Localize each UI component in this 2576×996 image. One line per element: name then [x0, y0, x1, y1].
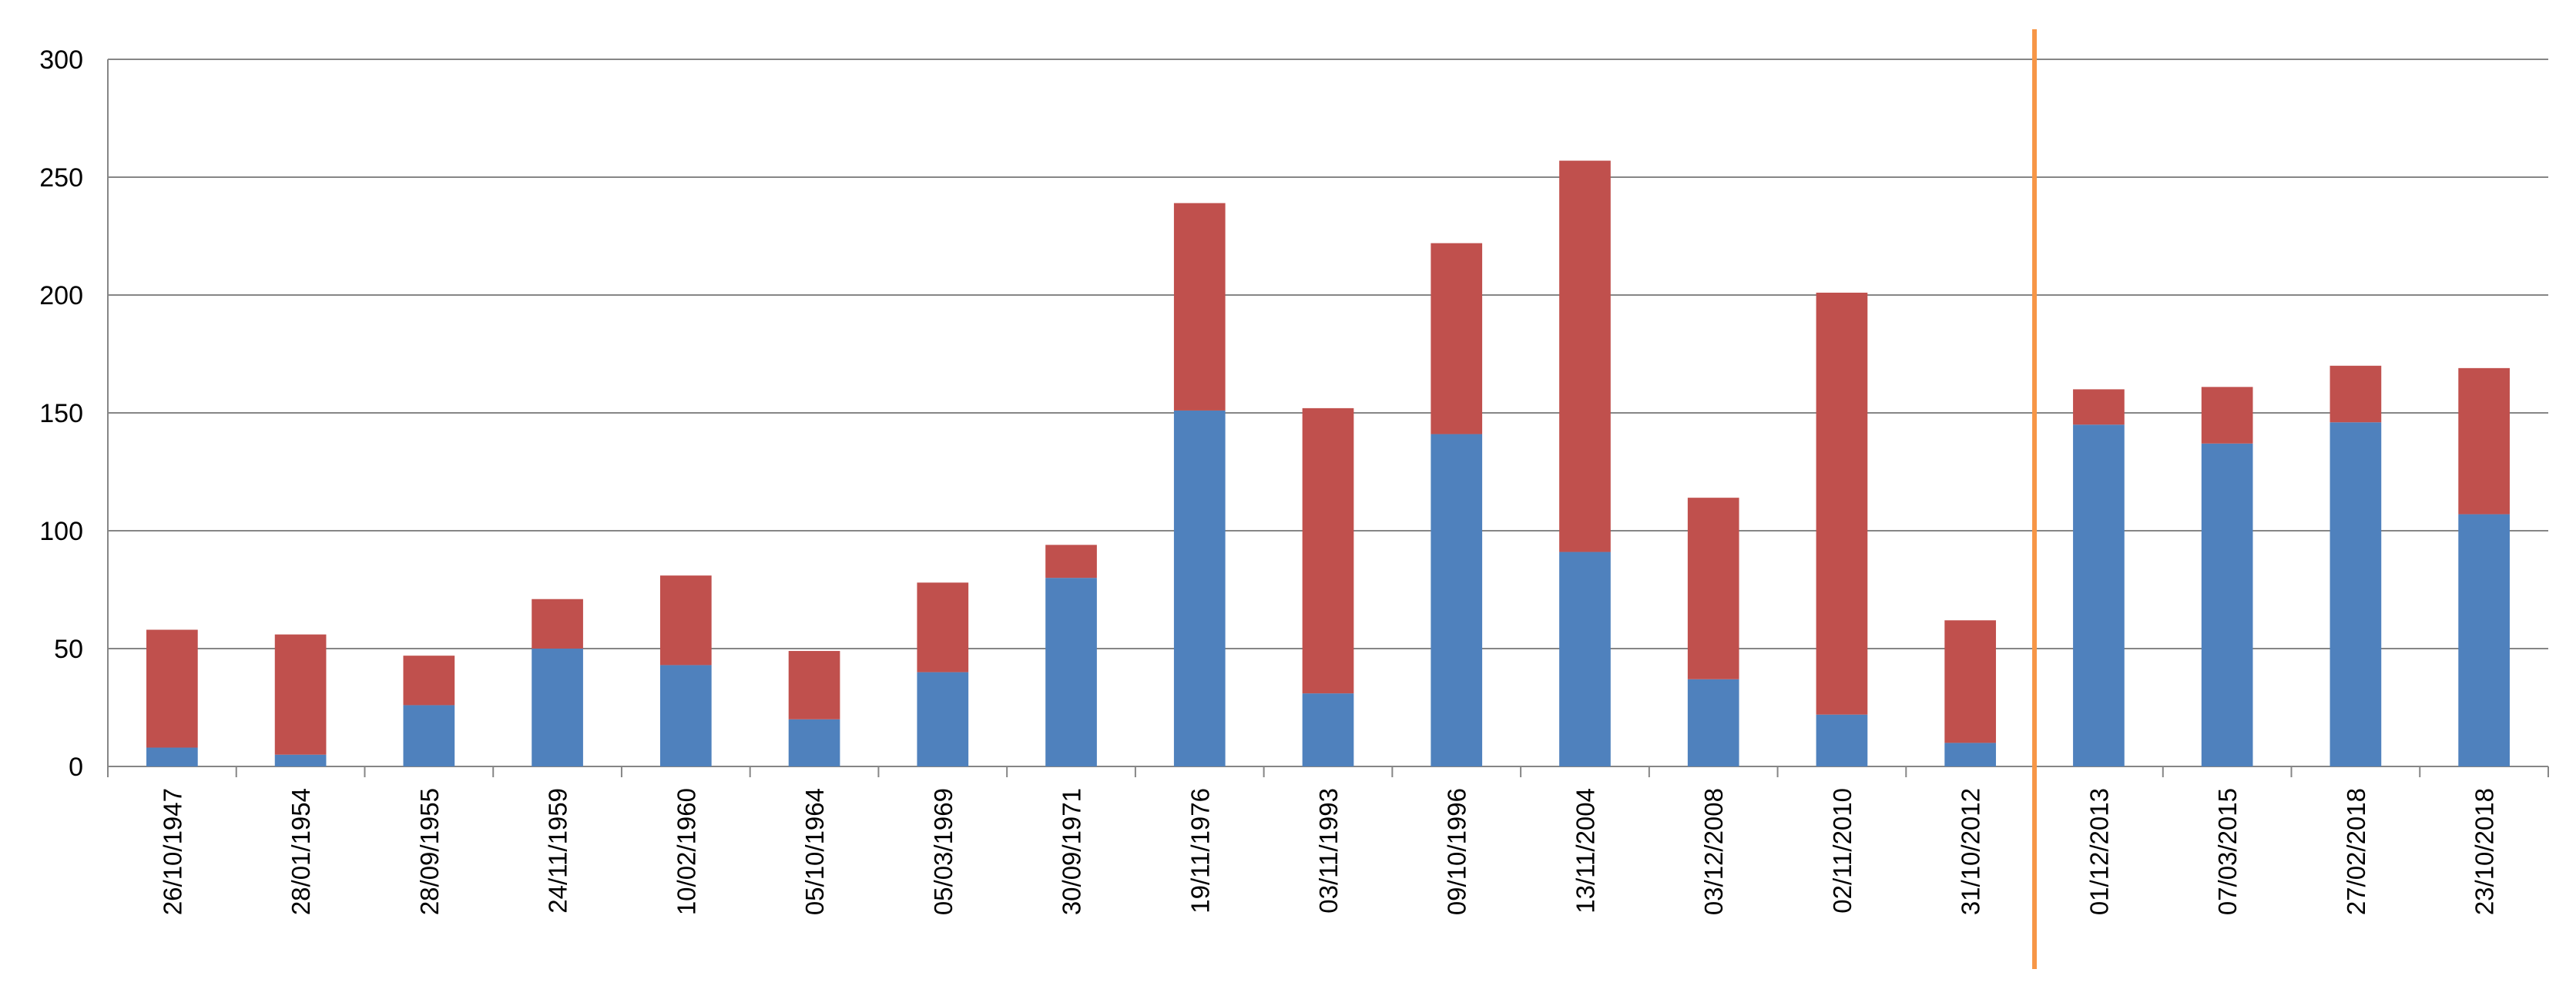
x-tick-label: 05/03/1969 [929, 788, 958, 915]
bar-segment-series2-27-02-2018 [2329, 365, 2382, 423]
x-tick-label: 19/11/1976 [1186, 788, 1214, 914]
bar-segment-series1-13-11-2004 [1559, 552, 1611, 766]
x-tick-label: 27/02/2018 [2342, 788, 2370, 915]
y-tick-label: 50 [54, 635, 83, 664]
tick-labels: 0 50 100 150 200 250 300 26/10/1947 28/01/1954 28… [39, 45, 2498, 915]
bar-segment-series2-01-12-2013 [2073, 389, 2125, 425]
bar-segment-series1-30-09-1971 [1045, 578, 1097, 766]
bar-segment-series2-02-11-2010 [1816, 292, 1868, 715]
bar-segment-series2-19-11-1976 [1173, 203, 1226, 411]
bar-segment-series1-31-10-2012 [1944, 743, 1997, 766]
bar-segment-series1-28-01-1954 [274, 754, 327, 766]
x-tick-label: 31/10/2012 [1957, 788, 1985, 915]
y-tick-label: 100 [39, 517, 83, 546]
bar-segment-series1-03-12-2008 [1687, 679, 1739, 766]
bar-segment-series1-07-03-2015 [2201, 443, 2253, 766]
bar-segment-series1-01-12-2013 [2073, 424, 2125, 766]
x-tick-label: 01/12/2013 [2085, 788, 2113, 915]
x-tick-label: 09/10/1996 [1443, 788, 1471, 915]
bar-segment-series1-27-02-2018 [2329, 422, 2382, 766]
bar-segment-series1-24-11-1959 [532, 649, 583, 766]
x-tick-label: 03/12/2008 [1699, 788, 1728, 915]
y-tick-label: 0 [69, 753, 83, 782]
bar-segment-series2-30-09-1971 [1045, 545, 1097, 578]
bar-segment-series2-03-12-2008 [1687, 498, 1739, 679]
bar-segment-series1-26-10-1947 [146, 747, 198, 766]
bar-segment-series1-10-02-1960 [659, 665, 712, 766]
bar-segment-series1-02-11-2010 [1816, 714, 1868, 766]
bar-segment-series1-05-03-1969 [917, 672, 969, 766]
bar-segment-series2-09-10-1996 [1431, 243, 1483, 434]
bar-segment-series1-23-10-2018 [2458, 514, 2510, 766]
bar-segment-series2-26-10-1947 [146, 629, 198, 748]
bar-segment-series1-28-09-1955 [403, 705, 455, 766]
y-tick-label: 150 [39, 399, 83, 428]
x-tick-label: 28/01/1954 [287, 788, 315, 915]
bar-segment-series2-28-09-1955 [403, 656, 455, 706]
y-tick-label: 200 [39, 281, 83, 310]
x-tick-label: 13/11/2004 [1571, 788, 1599, 914]
x-tick-label: 24/11/1959 [544, 788, 572, 914]
bar-segment-series2-05-03-1969 [917, 582, 969, 672]
bar-segment-series2-07-03-2015 [2201, 387, 2253, 444]
bar-segment-series1-19-11-1976 [1173, 410, 1226, 766]
x-tick-label: 02/11/2010 [1828, 788, 1857, 914]
bars [146, 160, 2510, 766]
x-tick-label: 05/10/1964 [800, 788, 829, 915]
bar-segment-series2-10-02-1960 [659, 575, 712, 666]
x-tick-label: 28/09/1955 [415, 788, 444, 915]
bar-segment-series2-24-11-1959 [532, 599, 583, 649]
bar-segment-series2-23-10-2018 [2458, 367, 2510, 515]
y-tick-label: 250 [39, 163, 83, 193]
x-tick-label: 07/03/2015 [2213, 788, 2242, 915]
y-tick-label: 300 [39, 45, 83, 75]
x-tick-label: 30/09/1971 [1058, 788, 1086, 915]
bar-segment-series1-05-10-1964 [788, 719, 840, 766]
bar-segment-series2-13-11-2004 [1559, 160, 1611, 552]
x-tick-label: 10/02/1960 [672, 788, 700, 915]
x-tick-label: 26/10/1947 [158, 788, 186, 915]
bar-segment-series2-05-10-1964 [788, 651, 840, 719]
bar-segment-series1-09-10-1996 [1431, 434, 1483, 766]
x-tick-label: 03/11/1993 [1314, 788, 1343, 914]
bar-segment-series2-31-10-2012 [1944, 620, 1997, 743]
bar-segment-series2-28-01-1954 [274, 634, 327, 755]
x-tick-label: 23/10/2018 [2470, 788, 2499, 915]
bar-segment-series1-03-11-1993 [1302, 693, 1354, 766]
bar-segment-series2-03-11-1993 [1302, 407, 1354, 694]
